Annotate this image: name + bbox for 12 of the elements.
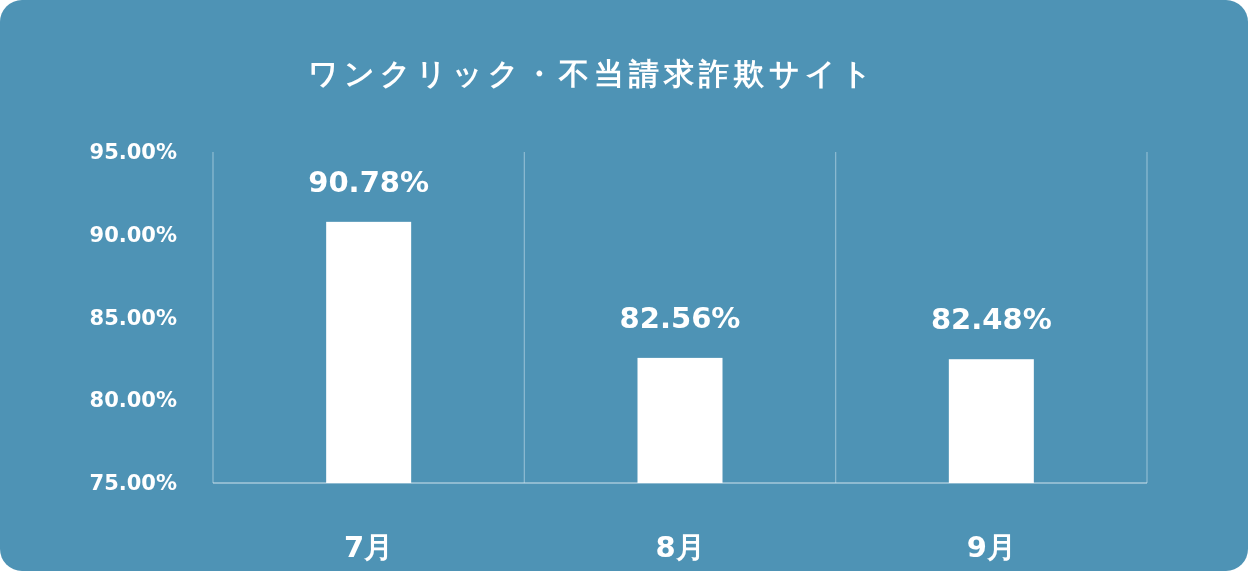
y-tick-label: 75.00% bbox=[89, 471, 177, 495]
x-tick-label: 8月 bbox=[655, 530, 705, 564]
x-tick-label: 7月 bbox=[344, 530, 394, 564]
y-tick-label: 90.00% bbox=[89, 222, 177, 247]
chart-title: ワンクリック・不当請求詐欺サイト bbox=[307, 56, 877, 91]
y-tick-label: 85.00% bbox=[89, 305, 177, 330]
data-label: 90.78% bbox=[308, 164, 430, 199]
x-tick-label: 9月 bbox=[966, 530, 1016, 564]
data-label: 82.48% bbox=[930, 302, 1052, 337]
y-tick-label: 80.00% bbox=[89, 388, 177, 413]
y-tick-label: 95.00% bbox=[89, 140, 177, 164]
data-label: 82.56% bbox=[619, 300, 741, 335]
